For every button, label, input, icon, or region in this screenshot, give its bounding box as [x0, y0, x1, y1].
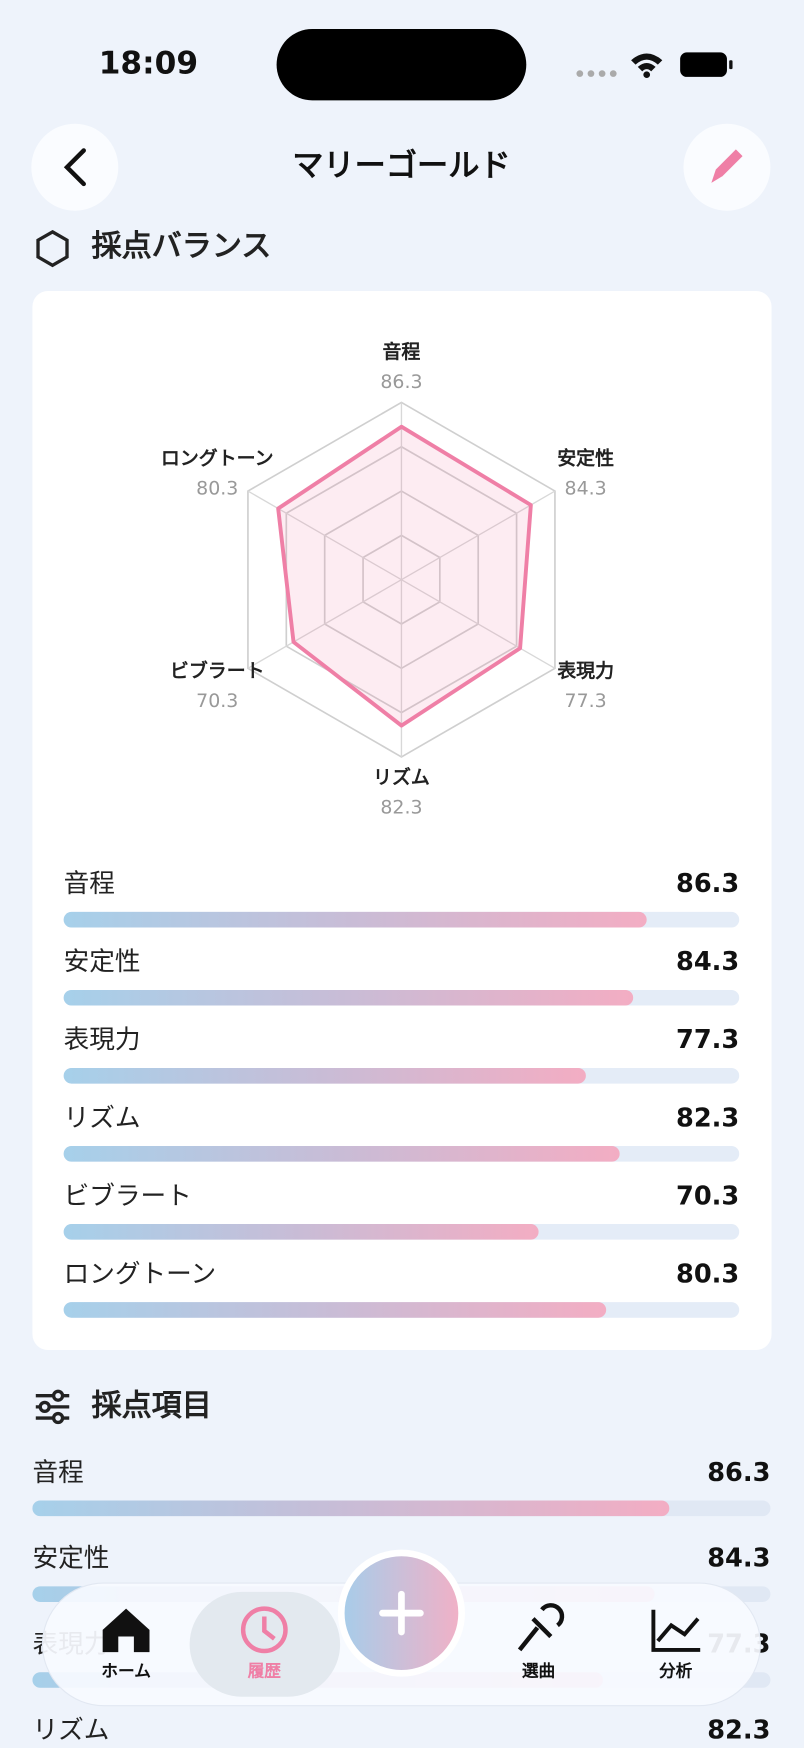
section-title: 採点バランス	[92, 229, 272, 264]
score-bar	[63, 911, 647, 928]
radar-value: 84.3	[565, 477, 607, 499]
dynamic-island	[276, 28, 527, 101]
tab-label[interactable]: 選曲	[522, 1661, 555, 1681]
radar-area	[276, 424, 533, 728]
tab-label[interactable]: 履歴	[248, 1661, 282, 1681]
add-icon	[379, 1590, 424, 1636]
active-tab-bg	[189, 1591, 341, 1697]
status-time: 18:09	[99, 46, 198, 82]
score-bar	[63, 1146, 620, 1162]
history-hand	[262, 1616, 276, 1641]
section-title: 採点項目	[92, 1388, 212, 1423]
edit-icon	[711, 149, 743, 183]
radar-value: 86.3	[380, 371, 422, 393]
score-value: 77.3	[676, 1025, 739, 1055]
home-icon	[102, 1608, 150, 1653]
radar-label: 表現力	[557, 659, 614, 682]
radar-value: 82.3	[380, 797, 422, 819]
score-label: 表現力	[64, 1025, 141, 1055]
radar-chart: 音程 86.3 安定性 84.3 表現力 77.3 リズム 82.3 ビブラート 70.3 ロングト…	[63, 340, 740, 1318]
status-icons	[576, 52, 733, 79]
item-label: リズム	[32, 1715, 109, 1745]
radar-value: 70.3	[196, 690, 238, 712]
score-value: 82.3	[676, 1103, 739, 1133]
settings-icon	[35, 1389, 70, 1425]
radar-value: 80.3	[196, 477, 238, 499]
score-value: 70.3	[676, 1181, 739, 1211]
item-value: 84.3	[707, 1544, 770, 1574]
score-bar	[63, 1302, 607, 1318]
score-bar	[63, 1067, 586, 1084]
item-value: 82.3	[707, 1715, 770, 1745]
back-icon	[63, 148, 86, 187]
score-label: ビブラート	[64, 1181, 192, 1211]
score-value: 84.3	[676, 947, 739, 977]
tab-label[interactable]: 分析	[659, 1661, 693, 1681]
tab-bar: ホーム 履歴 選曲 分析	[41, 1549, 761, 1707]
back-button[interactable]	[31, 123, 119, 211]
card	[32, 290, 772, 1351]
item-bar	[32, 1500, 670, 1517]
radar-value: 77.3	[565, 690, 607, 712]
radar-axis	[247, 490, 402, 581]
history-icon	[240, 1606, 288, 1654]
score-label: ロングトーン	[64, 1259, 216, 1289]
chart-icon	[651, 1609, 701, 1652]
score-label: 音程	[64, 869, 115, 899]
mic-icon	[517, 1603, 565, 1652]
score-label: リズム	[64, 1103, 141, 1133]
radar-label: ビブラート	[170, 659, 265, 682]
item-label: 安定性	[32, 1544, 109, 1574]
score-label: 安定性	[64, 947, 141, 977]
page-title: マリーゴールド	[292, 148, 510, 184]
radar-axis	[401, 579, 556, 669]
section-icon	[36, 229, 69, 268]
item-label: 音程	[32, 1458, 83, 1488]
radar-label: リズム	[373, 765, 430, 788]
score-bar	[63, 989, 634, 1006]
radar-label: ロングトーン	[161, 446, 274, 469]
score-bar	[63, 1224, 539, 1240]
item-value: 86.3	[707, 1458, 770, 1488]
tab-label[interactable]: ホーム	[101, 1661, 151, 1681]
radar-label: 安定性	[557, 446, 614, 469]
radar-axis	[247, 579, 402, 669]
score-value: 86.3	[676, 869, 739, 899]
score-value: 80.3	[676, 1259, 739, 1289]
radar-label: 音程	[382, 340, 420, 363]
